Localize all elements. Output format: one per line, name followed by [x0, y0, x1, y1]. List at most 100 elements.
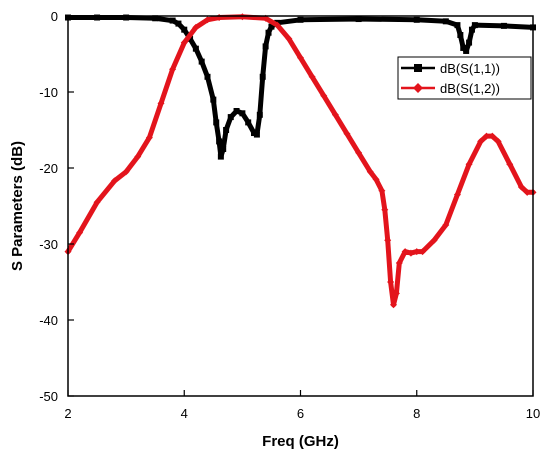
x-axis-title: Freq (GHz)	[262, 433, 339, 450]
data-point-s12-36	[430, 236, 438, 244]
data-point-s12-13	[238, 13, 246, 21]
data-point-s11-19	[239, 110, 246, 117]
series-s12	[64, 13, 537, 309]
x-tick-label-8: 8	[413, 406, 420, 421]
data-point-s12-46	[523, 188, 531, 196]
data-point-s11-35	[460, 44, 467, 51]
data-point-s12-34	[413, 248, 421, 256]
legend-marker-s12	[413, 83, 423, 93]
y-tick-label--40: -40	[39, 313, 58, 328]
data-point-s11-8	[192, 45, 199, 52]
data-point-s11-30	[355, 16, 362, 23]
data-point-s12-30	[392, 289, 400, 297]
data-point-s11-23	[256, 111, 263, 118]
data-point-s12-42	[488, 132, 496, 140]
data-point-s12-6	[145, 134, 153, 142]
data-point-s11-26	[265, 29, 272, 36]
data-point-s12-39	[465, 160, 473, 168]
data-point-s11-29	[297, 16, 304, 23]
data-point-s11-27	[268, 23, 275, 30]
y-tick-label--30: -30	[39, 237, 58, 252]
data-point-s11-40	[500, 22, 507, 29]
data-point-s11-20	[245, 119, 252, 126]
data-point-s11-25	[262, 43, 269, 50]
data-point-s12-38	[453, 191, 461, 199]
x-tick-label-4: 4	[181, 406, 188, 421]
data-point-s12-45	[517, 183, 525, 191]
legend-label-s12: dB(S(1,2))	[440, 81, 500, 96]
x-tick-label-10: 10	[526, 406, 540, 421]
data-point-s11-31	[413, 16, 420, 23]
data-point-s11-10	[204, 73, 211, 80]
data-point-s12-32	[401, 248, 409, 256]
data-point-s12-22	[355, 149, 363, 157]
series-layer	[64, 13, 537, 309]
data-point-s12-29	[390, 301, 397, 309]
y-tick-label--20: -20	[39, 161, 58, 176]
data-point-s11-11	[210, 96, 217, 103]
axes-layer: 2 4 6 8 10 0 -10 -20 -30 -40 -50	[39, 9, 540, 421]
data-point-s12-23	[366, 168, 374, 176]
legend-marker-s11	[414, 64, 422, 72]
series-line-s12	[65, 14, 536, 308]
data-point-s11-37	[466, 39, 473, 46]
data-point-s12-1	[76, 229, 84, 237]
data-point-s12-44	[506, 160, 514, 168]
data-point-s11-22	[253, 131, 260, 138]
data-point-s12-40	[477, 137, 485, 145]
data-point-s11-33	[454, 22, 461, 29]
data-point-s12-37	[442, 221, 450, 229]
data-point-s12-5	[134, 153, 142, 161]
data-point-s12-35	[419, 248, 427, 256]
data-point-s12-41	[483, 132, 490, 140]
data-point-s12-9	[180, 39, 188, 47]
data-point-s11-2	[123, 14, 130, 21]
data-point-s11-6	[181, 26, 188, 33]
y-tick-label--10: -10	[39, 85, 58, 100]
data-point-s11-3	[152, 15, 159, 22]
data-point-s11-5	[175, 20, 182, 27]
x-tick-label-6: 6	[297, 406, 304, 421]
data-point-s11-38	[468, 26, 475, 33]
data-point-s12-28	[387, 278, 395, 286]
data-point-s11-15	[220, 146, 227, 152]
data-point-s11-24	[259, 73, 266, 80]
data-point-s12-33	[407, 249, 415, 257]
data-point-s11-18	[233, 108, 240, 114]
legend-label-s11: dB(S(1,1))	[440, 61, 500, 76]
data-point-s12-26	[381, 206, 389, 214]
data-point-s12-18	[308, 73, 316, 81]
data-point-s12-17	[297, 54, 304, 62]
data-point-s11-13	[216, 138, 223, 145]
data-point-s12-16	[285, 35, 293, 43]
data-point-s12-2	[93, 198, 101, 206]
data-point-s11-14	[217, 153, 224, 160]
legend: dB(S(1,1)) dB(S(1,2))	[397, 56, 532, 100]
data-point-s12-4	[122, 168, 130, 176]
y-tick-label-0: 0	[51, 9, 58, 24]
y-axis-title: S Parameters (dB)	[9, 141, 26, 271]
data-point-s11-1	[94, 14, 101, 21]
data-point-s12-3	[111, 177, 118, 185]
data-point-s12-10	[192, 23, 200, 31]
data-point-s12-11	[204, 16, 211, 24]
data-point-s11-36	[463, 47, 470, 54]
data-point-s12-24	[372, 175, 380, 183]
data-point-s11-9	[198, 58, 205, 65]
y-tick-label--50: -50	[39, 389, 58, 404]
data-point-s12-43	[494, 137, 502, 145]
data-point-s12-25	[378, 187, 386, 195]
data-point-s12-7	[157, 99, 165, 107]
data-point-s12-19	[320, 92, 328, 100]
data-point-s11-39	[471, 22, 478, 29]
data-point-s12-31	[395, 259, 403, 267]
data-point-s11-16	[223, 127, 230, 133]
data-point-s12-8	[169, 65, 177, 73]
data-point-s12-15	[273, 21, 281, 29]
data-point-s11-32	[442, 18, 449, 25]
x-tick-label-2: 2	[64, 406, 71, 421]
data-point-s12-21	[343, 130, 351, 138]
data-point-s12-20	[331, 111, 339, 119]
data-point-s11-4	[169, 17, 176, 24]
